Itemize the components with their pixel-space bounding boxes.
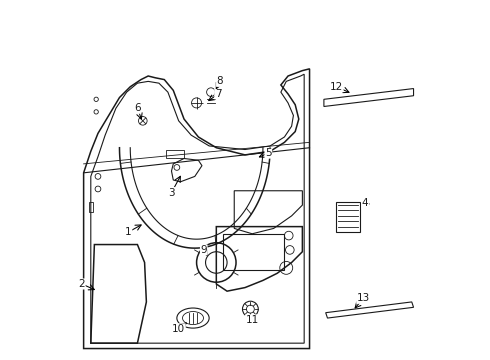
Text: 1: 1 <box>125 227 132 237</box>
Text: 8: 8 <box>217 76 223 86</box>
Text: 5: 5 <box>265 148 271 158</box>
Text: 13: 13 <box>357 293 370 303</box>
Text: 7: 7 <box>215 89 221 99</box>
Text: 3: 3 <box>168 188 175 198</box>
Text: 9: 9 <box>200 245 207 255</box>
Text: 4: 4 <box>362 198 368 208</box>
Text: 12: 12 <box>330 82 343 92</box>
Text: 10: 10 <box>172 324 185 334</box>
Text: 2: 2 <box>78 279 85 289</box>
Text: 11: 11 <box>245 315 259 325</box>
Text: 6: 6 <box>134 103 141 113</box>
